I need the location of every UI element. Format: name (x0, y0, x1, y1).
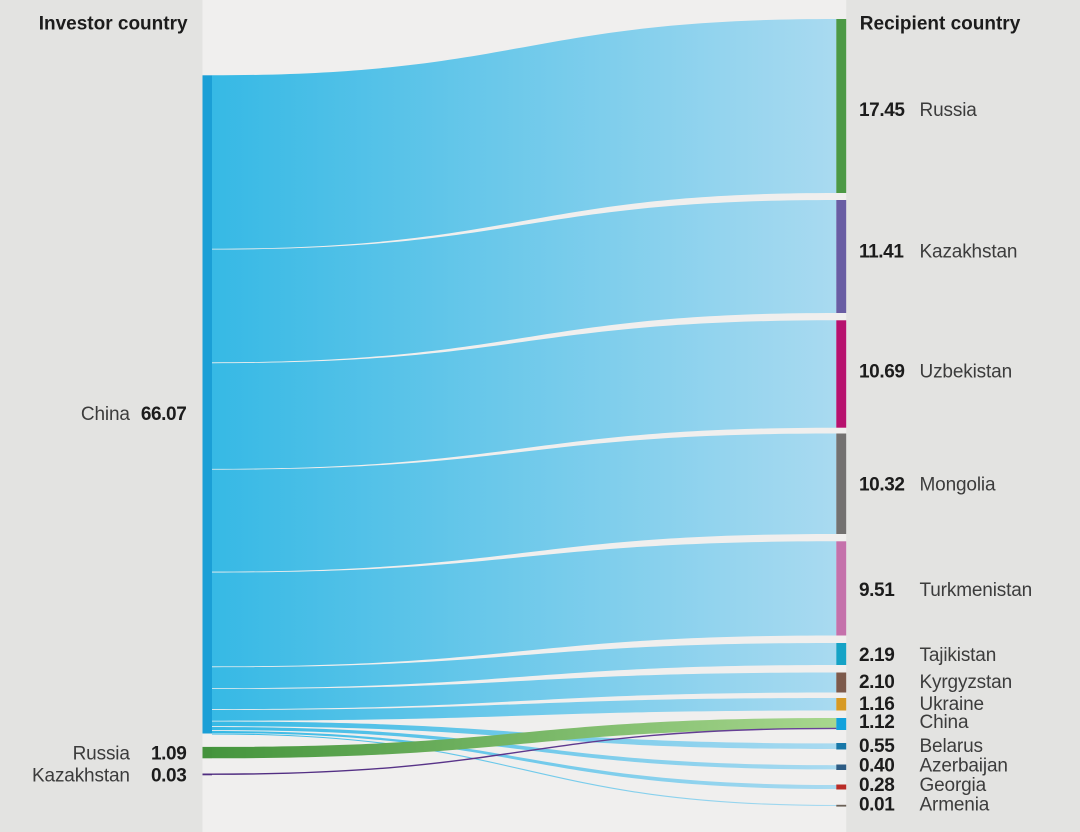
svg-text:Turkmenistan: Turkmenistan (920, 580, 1033, 601)
svg-text:Belarus: Belarus (920, 736, 983, 757)
svg-text:1.12: 1.12 (859, 712, 894, 733)
svg-text:Georgia: Georgia (920, 775, 987, 796)
svg-text:Kazakhstan: Kazakhstan (920, 242, 1018, 263)
svg-text:Recipient country: Recipient country (860, 13, 1021, 34)
svg-text:2.19: 2.19 (859, 645, 894, 666)
svg-text:0.01: 0.01 (859, 795, 895, 816)
svg-text:0.55: 0.55 (859, 736, 895, 757)
svg-text:China: China (920, 712, 969, 733)
svg-text:11.41: 11.41 (859, 242, 904, 263)
svg-text:9.51: 9.51 (859, 580, 895, 601)
svg-text:Russia: Russia (73, 743, 131, 764)
svg-text:China: China (81, 404, 130, 425)
svg-text:Investor country: Investor country (39, 13, 188, 34)
svg-text:66.07: 66.07 (141, 404, 187, 425)
svg-text:0.40: 0.40 (859, 755, 894, 776)
svg-text:Kazakhstan: Kazakhstan (32, 765, 130, 786)
svg-text:1.09: 1.09 (151, 743, 186, 764)
svg-text:0.28: 0.28 (859, 775, 894, 796)
svg-text:Tajikistan: Tajikistan (920, 645, 997, 666)
svg-text:0.03: 0.03 (151, 765, 186, 786)
svg-text:2.10: 2.10 (859, 672, 894, 693)
svg-text:Russia: Russia (920, 100, 978, 121)
svg-text:17.45: 17.45 (859, 100, 905, 121)
svg-text:Kyrgyzstan: Kyrgyzstan (920, 672, 1012, 693)
svg-text:Azerbaijan: Azerbaijan (920, 755, 1008, 776)
svg-text:Uzbekistan: Uzbekistan (920, 361, 1013, 382)
svg-text:Mongolia: Mongolia (920, 475, 996, 496)
svg-text:10.32: 10.32 (859, 475, 905, 496)
svg-text:Ukraine: Ukraine (920, 694, 984, 715)
svg-text:10.69: 10.69 (859, 361, 905, 382)
svg-text:1.16: 1.16 (859, 694, 894, 715)
svg-text:Armenia: Armenia (920, 795, 990, 816)
